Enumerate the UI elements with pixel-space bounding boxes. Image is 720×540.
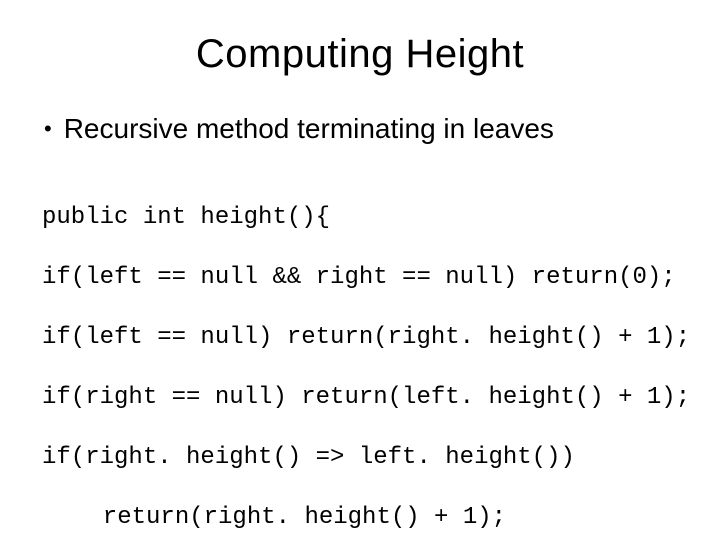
code-line: public int height(){ xyxy=(42,203,680,233)
bullet-text: Recursive method terminating in leaves xyxy=(64,113,554,145)
code-line: if(left == null && right == null) return… xyxy=(42,263,680,293)
bullet-marker-icon: • xyxy=(44,113,52,145)
slide-title: Computing Height xyxy=(40,32,680,77)
code-line: if(right. height() => left. height()) xyxy=(42,443,680,473)
slide: Computing Height • Recursive method term… xyxy=(0,0,720,540)
bullet-item: • Recursive method terminating in leaves xyxy=(40,113,680,145)
code-line: if(left == null) return(right. height() … xyxy=(42,323,680,353)
code-block: public int height(){ if(left == null && … xyxy=(42,173,680,540)
code-line: if(right == null) return(left. height() … xyxy=(42,383,680,413)
code-line: return(right. height() + 1); xyxy=(42,503,680,533)
